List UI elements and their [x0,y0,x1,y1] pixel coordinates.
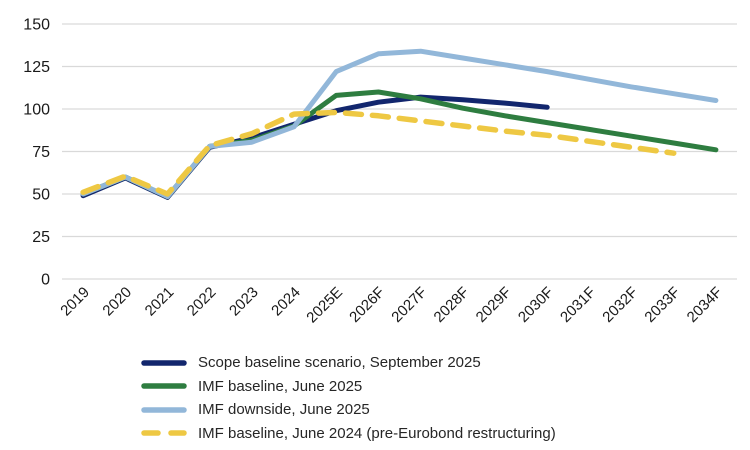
legend-item: IMF baseline, June 2024 (pre-Eurobond re… [141,424,556,444]
x-tick-label: 2024 [268,284,304,320]
legend-swatch-line [141,430,187,436]
y-tick-label: 75 [32,144,50,161]
legend-item: IMF downside, June 2025 [141,400,556,420]
x-tick-label: 2028F [431,284,473,326]
y-tick-label: 125 [23,59,50,76]
chart-legend: Scope baseline scenario, September 2025 I… [141,353,556,443]
y-tick-label: 25 [32,229,50,246]
x-tick-label: 2021 [142,284,178,320]
x-tick-label: 2023 [226,284,262,320]
legend-label: IMF downside, June 2025 [198,401,370,419]
x-tick-label: 2030F [515,284,557,326]
y-tick-label: 0 [41,272,50,289]
y-tick-label: 50 [32,187,50,204]
x-tick-label: 2022 [184,284,220,320]
x-tick-label: 2027F [388,284,430,326]
legend-swatch-line [141,383,187,389]
x-tick-label: 2032F [599,284,641,326]
x-tick-label: 2034F [684,284,726,326]
x-tick-label: 2029F [473,284,515,326]
legend-swatch-line [141,407,187,413]
legend-label: IMF baseline, June 2024 (pre-Eurobond re… [198,424,556,442]
debt-trajectory-chart: 0 25 50 75 100 125 150 2019 2020 2021 2022 2023 2024… [23,17,737,327]
x-tick-label: 2026F [346,284,388,326]
x-tick-label: 2025E [303,284,346,327]
series-line-4 [80,109,677,197]
x-tick-label: 2031F [557,284,599,326]
x-tick-label: 2020 [99,284,135,320]
y-tick-label: 150 [23,17,50,34]
legend-swatch-line [141,360,187,366]
x-tick-label: 2033F [641,284,683,326]
legend-label: Scope baseline scenario, September 2025 [198,354,481,372]
legend-label: IMF baseline, June 2025 [198,377,363,395]
x-tick-label: 2019 [57,284,93,320]
legend-item: Scope baseline scenario, September 2025 [141,353,556,373]
series-line-3 [80,48,719,200]
legend-item: IMF baseline, June 2025 [141,377,556,397]
y-tick-label: 100 [23,102,50,119]
